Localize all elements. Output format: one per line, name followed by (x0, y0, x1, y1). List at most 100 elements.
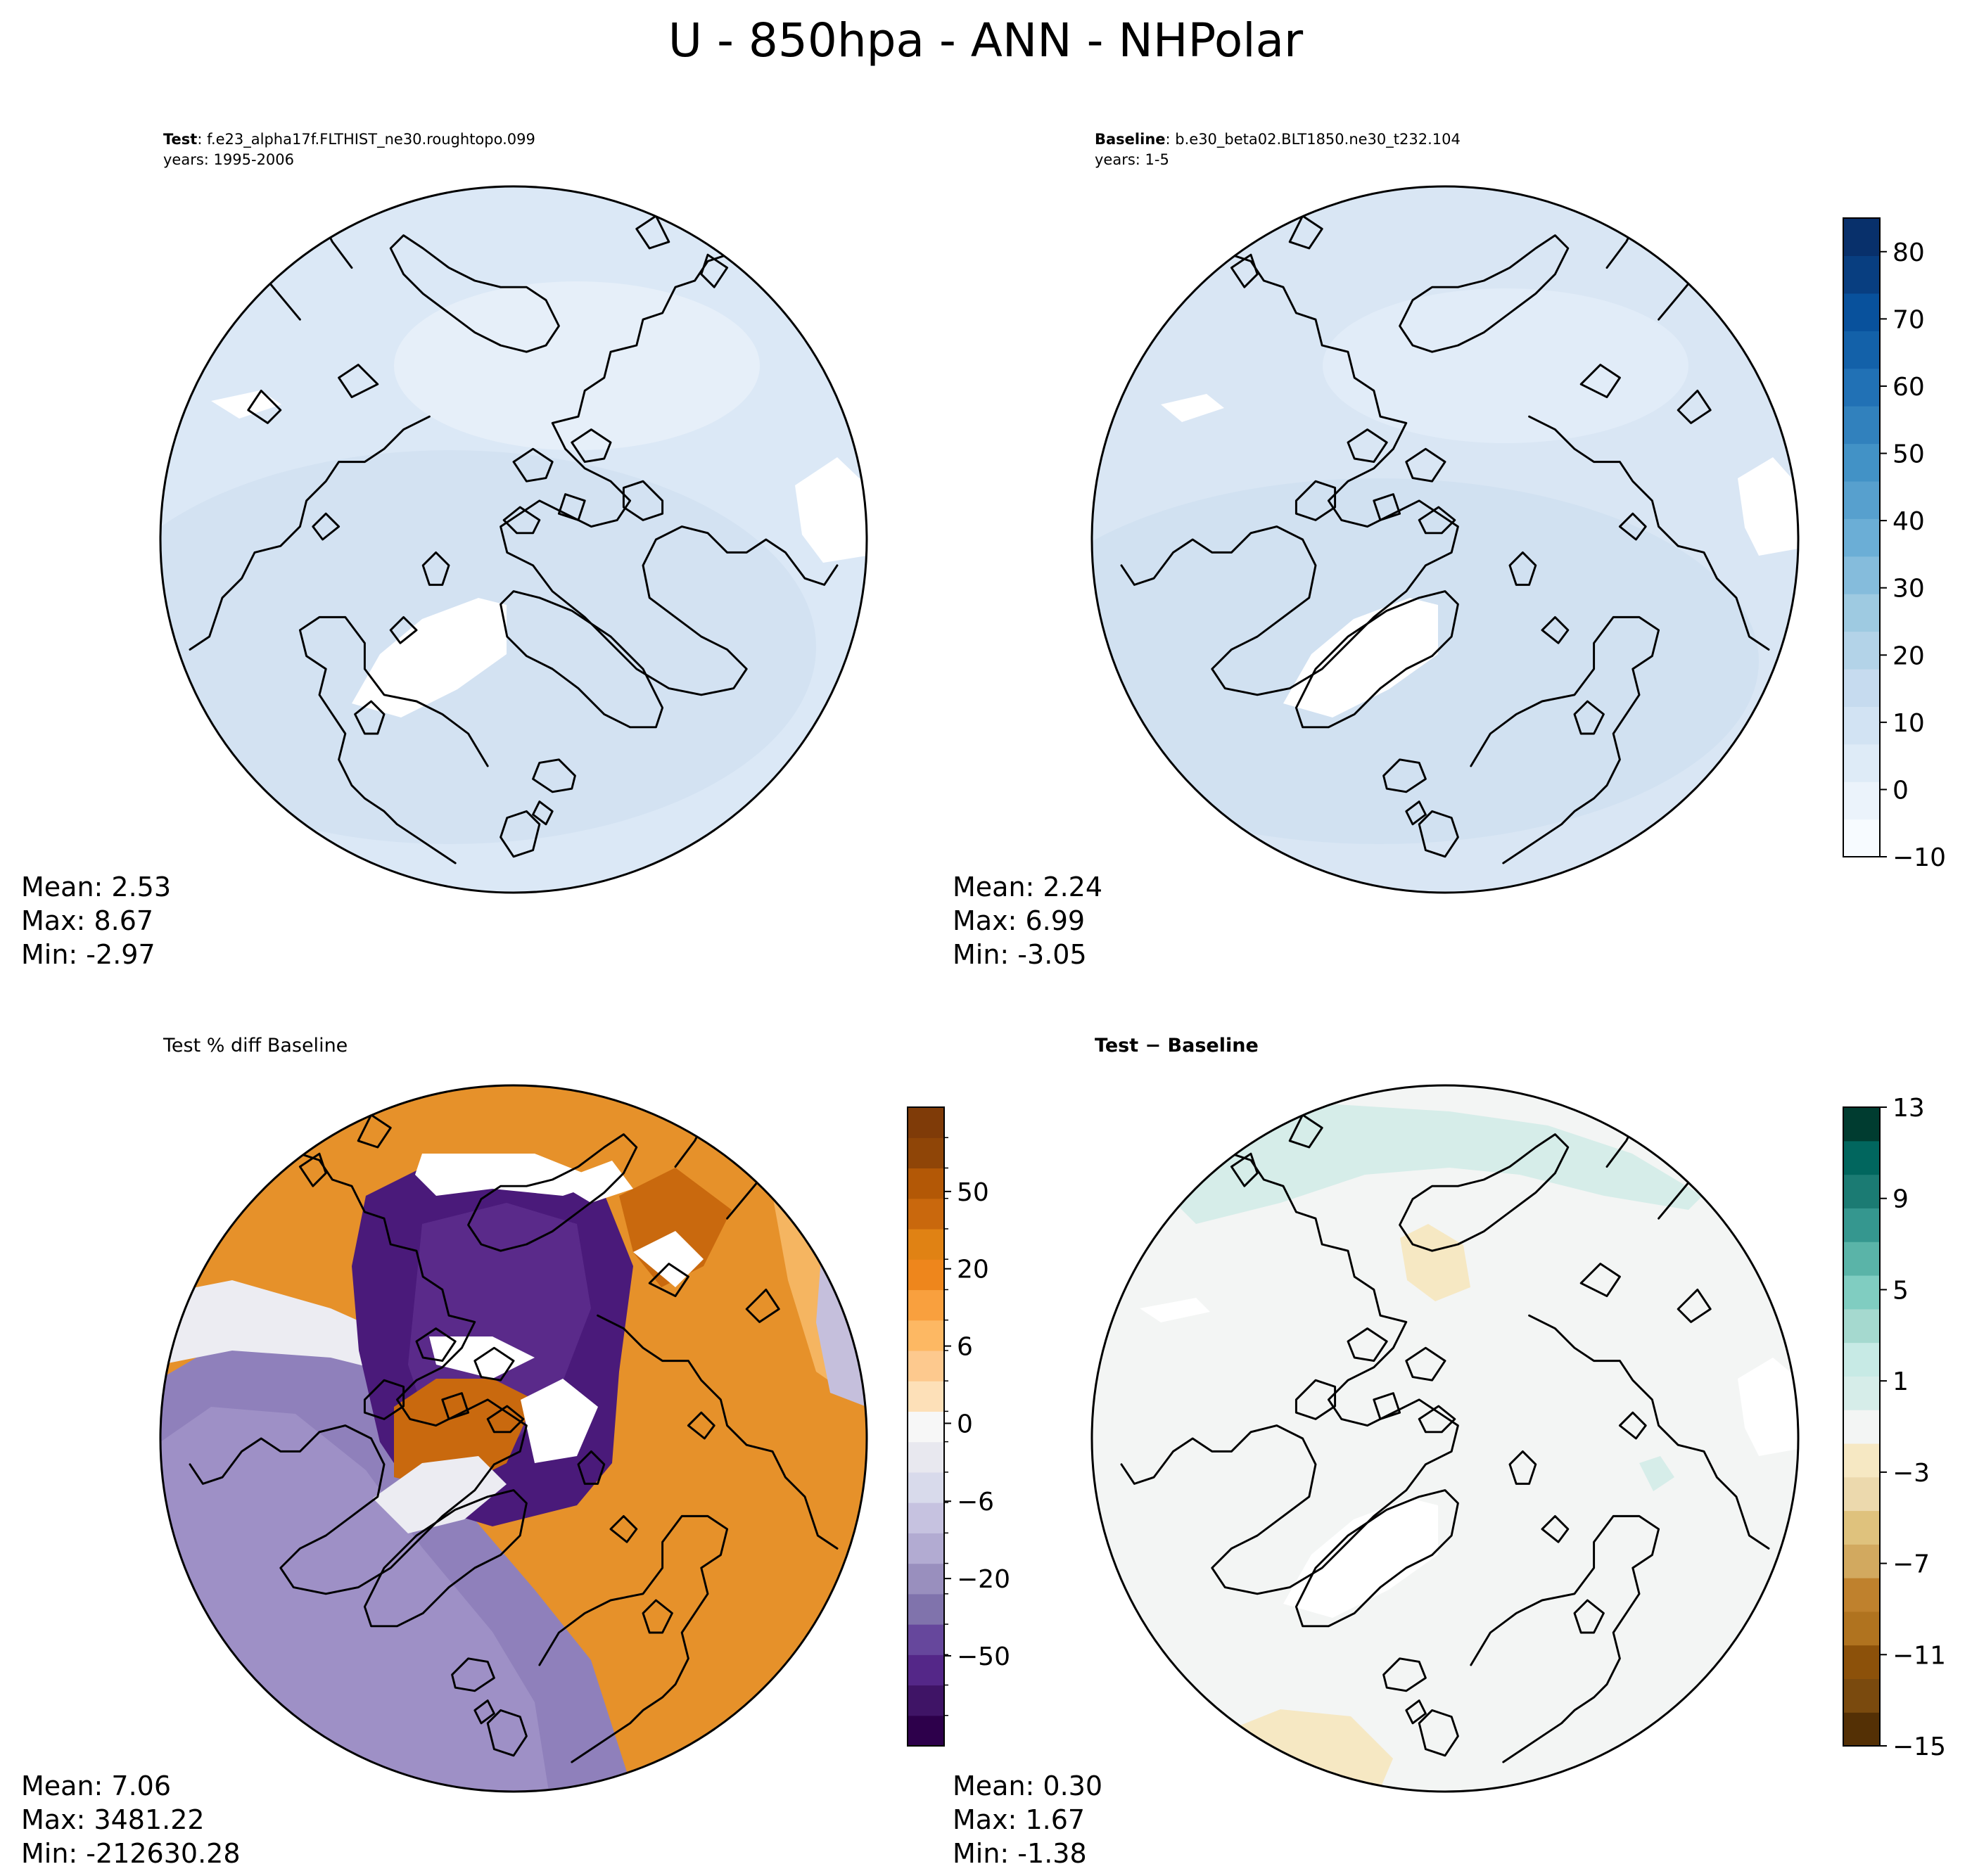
pct-mask-1 (415, 1154, 605, 1196)
test-max: Max: 8.67 (21, 905, 153, 936)
colorbar-tick-label: −10 (1893, 843, 1946, 872)
colorbar-segment (1843, 406, 1880, 445)
pct-diff-map (160, 1085, 867, 1792)
diff-missing-2 (1738, 1358, 1798, 1456)
colorbar-segment (1843, 556, 1880, 594)
test-field-light (394, 281, 760, 450)
colorbar-segment (1843, 480, 1880, 519)
baseline-missing-2 (1738, 457, 1798, 556)
diff-title: Test − Baseline (1095, 1035, 1259, 1057)
colorbar-segment (1843, 1376, 1880, 1410)
baseline-years: years: 1-5 (1095, 151, 1169, 168)
diff-map (1092, 1085, 1798, 1792)
colorbar-tick-label: −3 (1893, 1459, 1930, 1488)
colorbar-tick-label: 0 (1893, 776, 1909, 805)
diff-missing-1 (1140, 1298, 1210, 1322)
colorbar-segment (1843, 819, 1880, 857)
colorbar-segment (1843, 331, 1880, 369)
colorbar-segment (908, 1198, 944, 1230)
diff-min: Min: -1.38 (953, 1838, 1087, 1869)
colorbar-segment (1843, 1611, 1880, 1646)
colorbar-tick-label: −50 (957, 1642, 1010, 1671)
pct-mask-greenland (373, 1456, 507, 1533)
colorbar-tick-label: 6 (957, 1333, 973, 1362)
colorbar-segment (1843, 368, 1880, 407)
puor-colorbar: 50 20 6 0 −6 −20 −50 (907, 1106, 1010, 1747)
colorbar-tick-label: 20 (957, 1256, 989, 1284)
baseline-missing-1 (1161, 394, 1224, 422)
colorbar-segment (1843, 594, 1880, 632)
colorbar-segment (1843, 1308, 1880, 1344)
colorbar-segment (1843, 1275, 1880, 1310)
colorbar-segment (1843, 1544, 1880, 1578)
colorbar-segment (908, 1381, 944, 1412)
colorbar-segment (908, 1441, 944, 1473)
colorbar-frame (1843, 1106, 1881, 1747)
baseline-panel: Baseline: b.e30_beta02.BLT1850.ne30_t232… (953, 131, 1946, 970)
test-missing-2 (795, 457, 867, 563)
colorbar-frame (1843, 217, 1881, 857)
test-panel: Test: f.e23_alpha17f.FLTHIST_ne30.rought… (21, 131, 868, 970)
colorbar-tick-label: −20 (957, 1565, 1010, 1594)
colorbar-tick-label: 10 (1893, 709, 1925, 738)
colorbar-tick-label: 13 (1893, 1094, 1925, 1123)
baseline-max: Max: 6.99 (953, 905, 1085, 936)
blues-colorbar: 80 70 60 50 40 30 20 10 0 −10 (1843, 217, 1946, 872)
colorbar-tick-label: 50 (1893, 440, 1925, 469)
colorbar-segment (1843, 1140, 1880, 1175)
pct-diff-mean: Mean: 7.06 (21, 1770, 171, 1801)
pct-diff-max: Max: 3481.22 (21, 1804, 205, 1835)
test-min: Min: -2.97 (21, 939, 155, 970)
test-map (160, 186, 867, 893)
colorbar-segment (908, 1533, 944, 1564)
colorbar-segment (1843, 668, 1880, 707)
baseline-field-light (1323, 288, 1688, 443)
colorbar-segment (1843, 293, 1880, 331)
colorbar-tick-label: −6 (957, 1488, 994, 1517)
test-greenland-mask (352, 598, 507, 717)
colorbar-segment (908, 1289, 944, 1321)
baseline-min: Min: -3.05 (953, 939, 1087, 970)
colorbar-tick-label: 80 (1893, 238, 1925, 267)
pct-mask-4 (521, 1379, 598, 1463)
colorbar-segment (1843, 706, 1880, 745)
pct-mask-2 (556, 1161, 633, 1203)
diff-field-teal-north (1154, 1104, 1703, 1224)
test-mean: Mean: 2.53 (21, 872, 171, 902)
colorbar-tick-label: 40 (1893, 507, 1925, 536)
baseline-mean: Mean: 2.24 (953, 872, 1102, 902)
colorbar-segment (1843, 1678, 1880, 1713)
diff-max: Max: 1.67 (953, 1804, 1085, 1835)
colorbar-tick-label: −7 (1893, 1550, 1930, 1579)
diff-field-tan-1 (1400, 1224, 1470, 1301)
test-title-bold: Test (163, 131, 197, 148)
colorbar-segment (908, 1411, 944, 1443)
baseline-map-boundary (1090, 185, 1800, 894)
colorbar-segment (908, 1563, 944, 1595)
colorbar-segment (1843, 1476, 1880, 1512)
baseline-panel-title: Baseline: b.e30_beta02.BLT1850.ne30_t232… (1095, 131, 1461, 148)
colorbar-segment (1843, 1410, 1880, 1444)
baseline-title-rest: : b.e30_beta02.BLT1850.ne30_t232.104 (1166, 131, 1461, 148)
baseline-title-bold: Baseline (1095, 131, 1166, 148)
colorbar-frame (907, 1106, 945, 1747)
colorbar-segment (908, 1259, 944, 1291)
colorbar-segment (1843, 1208, 1880, 1242)
colorbar-segment (908, 1624, 944, 1655)
colorbar-segment (908, 1472, 944, 1503)
colorbar-tick-label: −11 (1893, 1641, 1946, 1670)
colorbar-segment (1843, 1242, 1880, 1276)
colorbar-tick-label: 20 (1893, 642, 1925, 670)
diff-field-teal-small (1639, 1456, 1674, 1491)
figure-title: U - 850hpa - ANN - NHPolar (668, 13, 1304, 68)
diff-map-boundary (1090, 1084, 1800, 1793)
pct-mask-5 (633, 1231, 704, 1287)
colorbar-segment (1843, 744, 1880, 782)
diff-mean: Mean: 0.30 (953, 1770, 1102, 1801)
colorbar-tick-label: −15 (1893, 1733, 1946, 1761)
test-panel-title: Test: f.e23_alpha17f.FLTHIST_ne30.rought… (163, 131, 535, 148)
colorbar-segment (908, 1137, 944, 1169)
colorbar-segment (1843, 1578, 1880, 1612)
colorbar-segment (1843, 1443, 1880, 1478)
colorbar-segment (908, 1228, 944, 1260)
